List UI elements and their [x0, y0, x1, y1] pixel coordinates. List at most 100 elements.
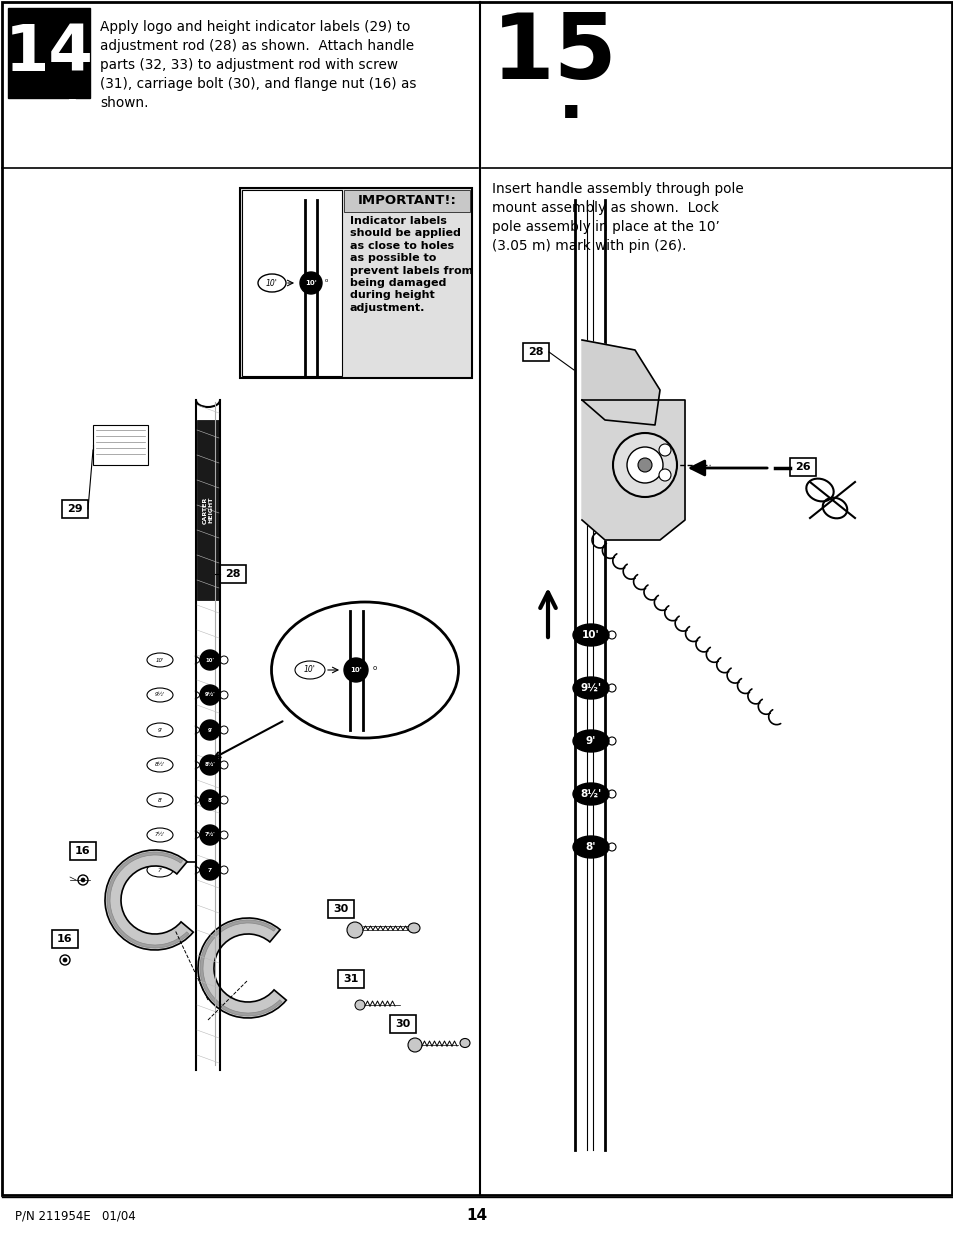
Text: 31: 31 — [343, 974, 358, 984]
Ellipse shape — [573, 677, 608, 699]
Bar — [196, 420, 219, 600]
Polygon shape — [581, 340, 659, 425]
Circle shape — [299, 272, 322, 294]
Circle shape — [355, 1000, 365, 1010]
Ellipse shape — [147, 827, 172, 842]
Text: 10': 10' — [304, 666, 315, 674]
Text: Indicator labels
should be applied
as close to holes
as possible to
prevent labe: Indicator labels should be applied as cl… — [350, 216, 473, 312]
Ellipse shape — [573, 624, 608, 646]
Ellipse shape — [573, 730, 608, 752]
Circle shape — [200, 755, 220, 776]
Ellipse shape — [257, 274, 286, 291]
Circle shape — [626, 447, 662, 483]
Text: 26: 26 — [795, 462, 810, 472]
Bar — [789, 458, 815, 475]
Bar — [240, 188, 472, 378]
Text: 9½': 9½' — [579, 683, 601, 693]
Circle shape — [613, 433, 677, 496]
Text: 10': 10' — [205, 657, 214, 662]
Text: 28: 28 — [225, 569, 240, 579]
Ellipse shape — [294, 661, 325, 679]
Text: 9': 9' — [157, 727, 162, 732]
Text: 10': 10' — [305, 280, 316, 287]
Circle shape — [638, 458, 651, 472]
Text: 8': 8' — [207, 798, 213, 803]
Ellipse shape — [459, 1039, 470, 1047]
Circle shape — [63, 958, 67, 962]
Text: 7½': 7½' — [154, 832, 165, 837]
Circle shape — [200, 825, 220, 845]
Bar — [92, 425, 148, 466]
Text: 10': 10' — [266, 279, 277, 288]
Text: 8½': 8½' — [204, 762, 215, 767]
Bar — [522, 343, 548, 361]
Ellipse shape — [573, 836, 608, 858]
Circle shape — [81, 878, 85, 882]
Text: 29: 29 — [67, 504, 83, 514]
Ellipse shape — [147, 758, 172, 772]
Circle shape — [200, 720, 220, 740]
Circle shape — [347, 923, 363, 939]
Text: Insert handle assembly through pole
mount assembly as shown.  Lock
pole assembly: Insert handle assembly through pole moun… — [492, 182, 743, 253]
Text: 10': 10' — [350, 667, 361, 673]
Text: 16: 16 — [57, 934, 72, 944]
Wedge shape — [200, 920, 282, 1016]
Circle shape — [200, 860, 220, 881]
Text: 9½': 9½' — [154, 693, 165, 698]
Text: 9': 9' — [585, 736, 596, 746]
Ellipse shape — [147, 653, 172, 667]
Circle shape — [408, 1037, 421, 1052]
Wedge shape — [105, 850, 193, 950]
Ellipse shape — [147, 688, 172, 701]
Bar — [390, 1015, 416, 1032]
Text: 10': 10' — [581, 630, 599, 640]
Ellipse shape — [272, 601, 458, 739]
Bar — [337, 969, 364, 988]
Text: 7½': 7½' — [204, 832, 215, 837]
Circle shape — [200, 685, 220, 705]
Circle shape — [659, 445, 670, 456]
Bar — [242, 190, 341, 375]
Ellipse shape — [147, 722, 172, 737]
Text: IMPORTANT!:: IMPORTANT!: — [357, 194, 456, 207]
Text: o: o — [325, 278, 328, 283]
Text: CARTER
HEIGHT: CARTER HEIGHT — [202, 496, 213, 524]
Bar — [62, 500, 88, 517]
Text: 9½': 9½' — [204, 693, 215, 698]
Text: 8½': 8½' — [579, 789, 601, 799]
Text: 28: 28 — [528, 347, 543, 357]
Bar — [220, 564, 246, 583]
Circle shape — [200, 790, 220, 810]
Text: 7': 7' — [157, 867, 162, 872]
Ellipse shape — [408, 923, 419, 932]
Text: 8½': 8½' — [154, 762, 165, 767]
Text: 9': 9' — [207, 727, 213, 732]
Circle shape — [344, 658, 368, 682]
Bar — [344, 190, 470, 212]
Circle shape — [659, 469, 670, 480]
Wedge shape — [198, 918, 286, 1018]
Text: 8': 8' — [585, 842, 596, 852]
Text: 10': 10' — [155, 657, 164, 662]
Text: 15: 15 — [492, 10, 617, 98]
Text: 7': 7' — [207, 867, 213, 872]
Bar — [52, 930, 78, 948]
Text: 16: 16 — [75, 846, 91, 856]
Ellipse shape — [147, 793, 172, 806]
Text: 30: 30 — [333, 904, 348, 914]
Text: 14: 14 — [466, 1209, 487, 1224]
Text: o: o — [373, 664, 376, 671]
Text: .: . — [558, 65, 584, 132]
Circle shape — [200, 650, 220, 671]
Ellipse shape — [573, 783, 608, 805]
Bar — [328, 900, 354, 918]
Text: Apply logo and height indicator labels (29) to
adjustment rod (28) as shown.  At: Apply logo and height indicator labels (… — [100, 20, 416, 110]
Bar — [8, 7, 90, 98]
Text: P/N 211954E   01/04: P/N 211954E 01/04 — [15, 1209, 135, 1223]
Text: 14: 14 — [5, 22, 93, 84]
Polygon shape — [581, 400, 684, 540]
Text: .: . — [65, 77, 79, 114]
Text: 8': 8' — [157, 798, 162, 803]
Bar — [70, 842, 96, 860]
Text: 30: 30 — [395, 1019, 410, 1029]
